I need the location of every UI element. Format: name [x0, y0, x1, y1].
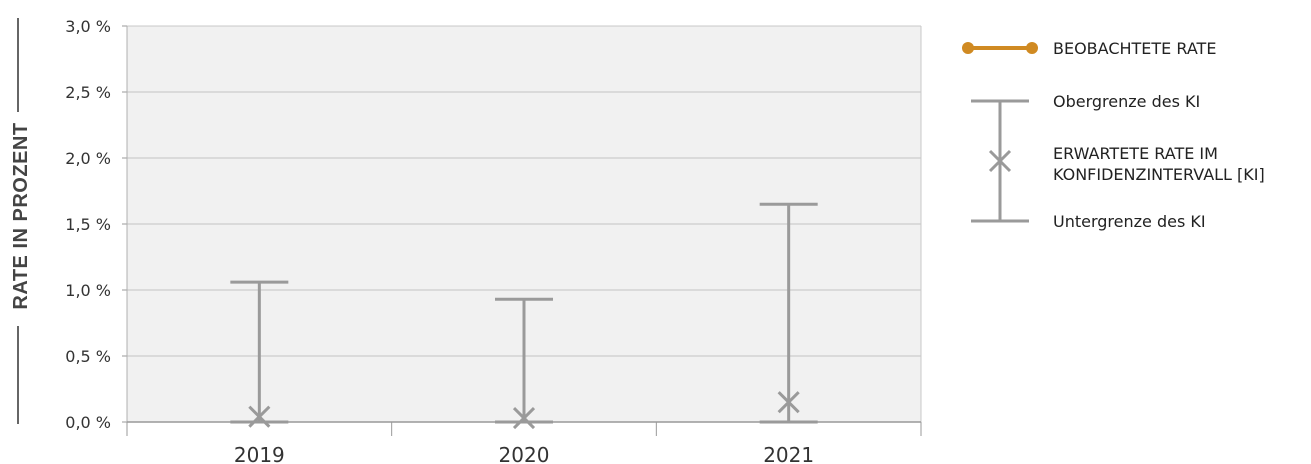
error-bars: [230, 202, 818, 430]
legend-expected-label-line1: ERWARTETE RATE IM: [1053, 144, 1218, 163]
x-tick-label: 2021: [763, 443, 814, 464]
legend-expected-x-b: [988, 149, 1012, 173]
legend-lower-label: Untergrenze des KI: [1053, 212, 1206, 231]
expected-rate-marker: [777, 391, 800, 414]
expected-rate-marker: [248, 405, 271, 428]
x-axis: 2019 2020 2021: [126, 421, 922, 464]
expected-rate-x-b: [512, 406, 536, 430]
y-tick-labels: 0,0 % 0,5 % 1,0 % 1,5 % 2,0 % 2,5 % 3,0 %: [65, 17, 111, 432]
legend-observed-marker-left: [962, 42, 974, 54]
x-tick-label: 2020: [499, 443, 550, 464]
y-tick-label: 0,0 %: [65, 413, 111, 432]
y-tick-label: 2,0 %: [65, 149, 111, 168]
legend-observed-label: BEOBACHTETE RATE: [1053, 39, 1216, 58]
y-tick-label: 0,5 %: [65, 347, 111, 366]
y-tick-label: 1,5 %: [65, 215, 111, 234]
legend-upper-label: Obergrenze des KI: [1053, 92, 1200, 111]
expected-rate-x-b: [248, 405, 271, 428]
y-axis-label: RATE IN PROZENT: [10, 122, 32, 309]
y-tick-label: 3,0 %: [65, 17, 111, 36]
x-tick-label: 2019: [234, 443, 285, 464]
expected-rate-x-b: [777, 391, 800, 414]
expected-rate-marker: [512, 406, 536, 430]
y-tick-label: 1,0 %: [65, 281, 111, 300]
legend-expected-label-line2: KONFIDENZINTERVALL [KI]: [1053, 165, 1265, 184]
legend-observed-marker-right: [1026, 42, 1038, 54]
y-tick-label: 2,5 %: [65, 83, 111, 102]
legend: BEOBACHTETE RATE Obergrenze des KI ERWAR…: [962, 39, 1265, 231]
